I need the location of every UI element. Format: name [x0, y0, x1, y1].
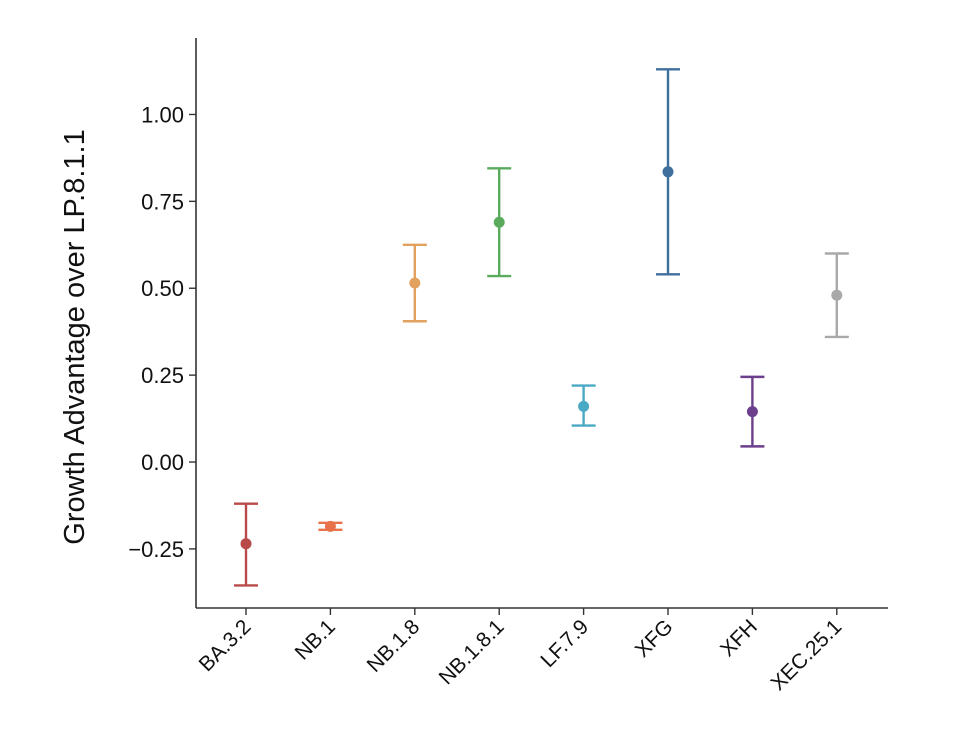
data-point	[746, 406, 758, 418]
data-point	[662, 166, 674, 178]
data-point-group	[318, 520, 343, 532]
x-tick-label: XFH	[716, 615, 762, 661]
x-tick-label: BA.3.2	[195, 615, 256, 676]
x-tick-label: LF.7.9	[536, 615, 593, 672]
x-tick-label: XEC.25.1	[767, 615, 847, 695]
x-tick-label: XFG	[631, 615, 678, 662]
data-point-group	[824, 252, 849, 339]
data-point-group	[234, 502, 258, 587]
y-axis-ticks: −0.25 0.00 0.25 0.50 0.75 1.00	[128, 102, 196, 562]
data-point	[578, 400, 590, 412]
data-point	[240, 538, 252, 550]
y-tick-label: −0.25	[128, 537, 184, 562]
data-point	[409, 277, 421, 289]
data-point	[831, 289, 843, 301]
data-point-group	[571, 384, 596, 427]
data-point	[324, 520, 336, 532]
x-tick-label: NB.1.8	[363, 615, 425, 677]
y-tick-label: 0.00	[141, 450, 184, 475]
y-tick-label: 0.75	[141, 189, 184, 214]
data-point	[493, 216, 505, 228]
data-point-group	[740, 375, 765, 448]
y-tick-label: 1.00	[141, 102, 184, 127]
data-point-group	[656, 68, 680, 276]
axes	[195, 38, 888, 609]
y-tick-label: 0.50	[141, 276, 184, 301]
data-points	[234, 68, 849, 587]
y-tick-label: 0.25	[141, 363, 184, 388]
y-axis-title: Growth Advantage over LP.8.1.1	[59, 129, 91, 544]
x-tick-label: NB.1	[291, 615, 340, 664]
data-point-group	[487, 167, 512, 278]
data-point-group	[402, 243, 427, 323]
x-axis-ticks: BA.3.2 NB.1 NB.1.8 NB.1.8.1 LF.7.9 XFG XFH XEC.…	[195, 608, 847, 695]
x-tick-label: NB.1.8.1	[435, 615, 509, 689]
